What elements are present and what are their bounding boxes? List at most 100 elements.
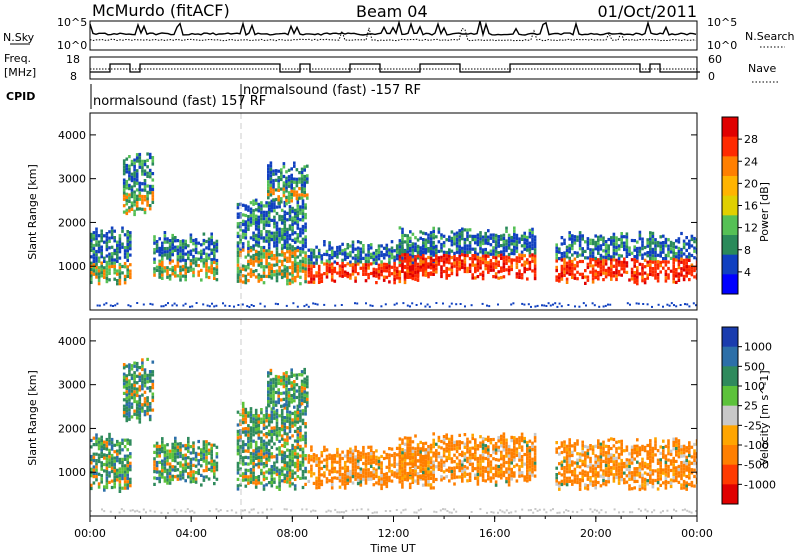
echo-cell bbox=[591, 270, 595, 274]
echo-cell bbox=[518, 445, 521, 449]
colorbar-swatch bbox=[722, 136, 738, 157]
echo-cell bbox=[129, 484, 132, 488]
echo-cell bbox=[270, 276, 274, 280]
echo-cell bbox=[419, 456, 422, 460]
echo-cell bbox=[270, 474, 274, 478]
echo-cell bbox=[610, 271, 613, 275]
echo-cell bbox=[92, 475, 96, 479]
echo-cell bbox=[375, 255, 378, 259]
echo-cell bbox=[100, 274, 103, 278]
echo-cell bbox=[146, 158, 149, 162]
echo-cell bbox=[275, 227, 279, 232]
echo-cell bbox=[382, 476, 386, 480]
echo-cell bbox=[612, 274, 616, 278]
echo-cell bbox=[249, 432, 253, 436]
echo-cell bbox=[471, 433, 474, 437]
echo-cell bbox=[103, 456, 106, 460]
echo-cell bbox=[523, 266, 526, 271]
echo-cell bbox=[270, 481, 274, 485]
echo-cell bbox=[664, 260, 668, 264]
echo-cell bbox=[213, 267, 216, 271]
echo-cell bbox=[90, 232, 93, 236]
echo-cell bbox=[515, 272, 519, 276]
echo-cell bbox=[105, 444, 109, 448]
echo-cell bbox=[304, 466, 307, 470]
echo-cell bbox=[435, 449, 438, 453]
echo-cell bbox=[197, 273, 200, 277]
echo-cell bbox=[151, 172, 155, 176]
echo-cell bbox=[301, 409, 305, 413]
echo-cell bbox=[518, 240, 521, 244]
echo-cell bbox=[310, 251, 313, 255]
echo-cell bbox=[247, 279, 250, 283]
echo-cell bbox=[192, 254, 195, 259]
echo-cell bbox=[419, 236, 422, 240]
echo-cell bbox=[113, 236, 116, 240]
echo-cell bbox=[267, 186, 270, 190]
echo-cell bbox=[105, 441, 109, 445]
echo-cell bbox=[244, 223, 248, 227]
ground-scatter-cell bbox=[164, 304, 167, 307]
echo-cell bbox=[187, 266, 190, 270]
echo-cell bbox=[388, 251, 391, 255]
echo-cell bbox=[181, 268, 185, 272]
echo-cell bbox=[351, 256, 355, 260]
echo-cell bbox=[130, 185, 134, 189]
echo-cell bbox=[166, 275, 169, 279]
echo-cell bbox=[143, 159, 147, 163]
echo-cell bbox=[267, 452, 271, 456]
echo-cell bbox=[432, 486, 435, 490]
echo-cell bbox=[448, 450, 451, 454]
echo-cell bbox=[497, 471, 500, 475]
echo-cell bbox=[346, 481, 350, 485]
echo-cell bbox=[432, 258, 435, 262]
echo-cell bbox=[273, 442, 276, 446]
echo-cell bbox=[461, 249, 464, 254]
echo-cell bbox=[382, 265, 386, 270]
echo-cell bbox=[476, 259, 480, 263]
echo-cell bbox=[336, 252, 339, 256]
echo-cell bbox=[236, 410, 240, 414]
echo-cell bbox=[103, 488, 106, 492]
echo-cell bbox=[249, 201, 253, 205]
echo-cell bbox=[135, 201, 139, 205]
echo-cell bbox=[262, 487, 266, 491]
ground-scatter-cell bbox=[598, 305, 601, 308]
echo-cell bbox=[257, 417, 261, 421]
echo-cell bbox=[202, 478, 206, 482]
echo-cell bbox=[113, 450, 116, 454]
echo-cell bbox=[398, 239, 402, 243]
echo-cell bbox=[299, 211, 302, 215]
ground-scatter-cell bbox=[252, 305, 255, 307]
echo-cell bbox=[474, 250, 477, 254]
echo-cell bbox=[594, 247, 597, 251]
echo-cell bbox=[448, 267, 451, 271]
echo-cell bbox=[408, 253, 412, 257]
echo-cell bbox=[649, 231, 652, 235]
echo-cell bbox=[349, 457, 352, 461]
echo-cell bbox=[123, 467, 127, 471]
echo-cell bbox=[280, 453, 284, 457]
echo-cell bbox=[377, 263, 381, 267]
echo-cell bbox=[367, 461, 370, 465]
echo-cell bbox=[133, 196, 136, 201]
echo-cell bbox=[118, 486, 122, 490]
echo-cell bbox=[489, 441, 493, 445]
echo-cell bbox=[135, 361, 139, 366]
echo-cell bbox=[304, 216, 307, 220]
echo-cell bbox=[163, 240, 167, 244]
echo-cell bbox=[474, 451, 477, 455]
echo-cell bbox=[513, 464, 516, 469]
echo-cell bbox=[126, 258, 129, 262]
echo-cell bbox=[269, 187, 273, 191]
echo-cell bbox=[108, 442, 111, 446]
echo-cell bbox=[288, 208, 292, 212]
echo-cell bbox=[492, 233, 495, 237]
echo-cell bbox=[202, 449, 206, 454]
echo-cell bbox=[126, 441, 129, 445]
echo-cell bbox=[155, 464, 159, 468]
echo-cell bbox=[273, 241, 276, 245]
echo-cell bbox=[135, 194, 139, 198]
echo-cell bbox=[249, 220, 253, 224]
echo-cell bbox=[565, 255, 569, 259]
